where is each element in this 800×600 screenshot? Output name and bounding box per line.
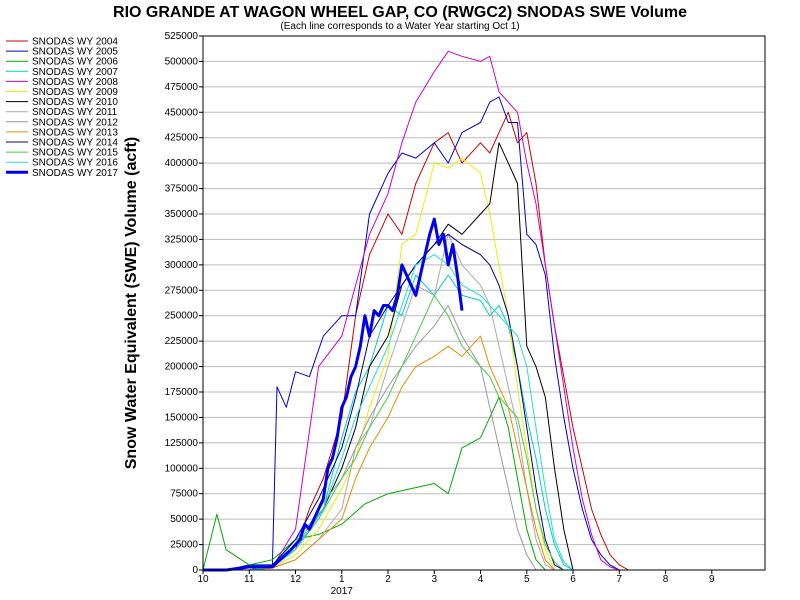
y-tick-label: 425000 bbox=[165, 133, 199, 144]
y-tick-label: 25000 bbox=[170, 540, 198, 551]
y-tick-label: 200000 bbox=[165, 362, 199, 373]
y-tick-label: 50000 bbox=[170, 514, 198, 525]
y-tick-label: 450000 bbox=[165, 107, 199, 118]
x-tick-label: 4 bbox=[478, 574, 484, 585]
x-tick-label: 5 bbox=[524, 574, 530, 585]
y-tick-label: 175000 bbox=[165, 387, 199, 398]
series-line-snodas-wy-2008 bbox=[203, 50, 620, 571]
series-line-snodas-wy-2013 bbox=[203, 335, 555, 571]
x-tick-label: 7 bbox=[617, 574, 623, 585]
series-line-snodas-wy-2016 bbox=[203, 254, 574, 571]
legend-label: SNODAS WY 2012 bbox=[32, 117, 118, 128]
y-tick-label: 0 bbox=[192, 565, 198, 576]
grid bbox=[203, 35, 765, 571]
series-line-snodas-wy-2007 bbox=[203, 274, 574, 571]
series-line-snodas-wy-2014 bbox=[203, 233, 565, 571]
series-line-snodas-wy-2005 bbox=[203, 96, 643, 571]
x-tick-label: 9 bbox=[709, 574, 715, 585]
x-tick-label: 12 bbox=[290, 574, 302, 585]
plot-border bbox=[202, 35, 766, 571]
y-tick-label: 275000 bbox=[165, 285, 199, 296]
y-tick-label: 75000 bbox=[170, 489, 198, 500]
x-tick-label: 2 bbox=[385, 574, 391, 585]
series-line-snodas-wy-2012 bbox=[203, 305, 537, 571]
y-tick-label: 300000 bbox=[165, 260, 199, 271]
y-axis-label: Snow Water Equivalent (SWE) Volume (acft… bbox=[123, 137, 140, 469]
y-tick-label: 225000 bbox=[165, 336, 199, 347]
x-axis-ticks: 10 11 12 1 2 3 4 5 6 7 8 9 bbox=[197, 570, 715, 585]
legend-label: SNODAS WY 2011 bbox=[32, 107, 118, 118]
x-year-label: 2017 bbox=[331, 586, 354, 597]
legend-label: SNODAS WY 2013 bbox=[32, 127, 118, 138]
series-line-snodas-wy-2015 bbox=[203, 294, 573, 571]
legend-label: SNODAS WY 2006 bbox=[32, 57, 118, 68]
y-tick-label: 400000 bbox=[165, 158, 199, 169]
y-tick-label: 150000 bbox=[165, 412, 199, 423]
legend-label: SNODAS WY 2005 bbox=[32, 47, 118, 58]
y-tick-label: 475000 bbox=[165, 82, 199, 93]
chart-title: RIO GRANDE AT WAGON WHEEL GAP, CO (RWGC2… bbox=[113, 4, 687, 21]
chart-subtitle: (Each line corresponds to a Water Year s… bbox=[280, 21, 519, 32]
series-layer bbox=[202, 50, 643, 572]
y-tick-label: 375000 bbox=[165, 184, 199, 195]
y-tick-label: 350000 bbox=[165, 209, 199, 220]
legend-label: SNODAS WY 2008 bbox=[32, 77, 118, 88]
legend-label: SNODAS WY 2009 bbox=[32, 87, 118, 98]
y-tick-label: 125000 bbox=[165, 438, 199, 449]
y-tick-label: 525000 bbox=[165, 31, 199, 42]
x-tick-label: 8 bbox=[663, 574, 669, 585]
legend-label: SNODAS WY 2007 bbox=[32, 67, 118, 78]
x-tick-label: 6 bbox=[570, 574, 576, 585]
x-tick-label: 1 bbox=[339, 574, 345, 585]
series-line-snodas-wy-2006 bbox=[202, 396, 546, 571]
x-tick-label: 3 bbox=[431, 574, 437, 585]
legend-label: SNODAS WY 2016 bbox=[32, 158, 118, 169]
y-axis-ticks: 0 25000 50000 75000 100000 125000 150000 175000… bbox=[165, 31, 203, 576]
legend-label: SNODAS WY 2017 bbox=[32, 168, 118, 179]
legend-label: SNODAS WY 2015 bbox=[32, 148, 118, 159]
y-tick-label: 250000 bbox=[165, 311, 199, 322]
series-line-snodas-wy-2009 bbox=[203, 157, 555, 571]
y-tick-label: 100000 bbox=[165, 463, 199, 474]
legend-label: SNODAS WY 2010 bbox=[32, 97, 118, 108]
y-tick-label: 500000 bbox=[165, 56, 199, 67]
x-tick-label: 10 bbox=[197, 574, 209, 585]
x-tick-label: 11 bbox=[244, 574, 255, 585]
y-tick-label: 325000 bbox=[165, 234, 199, 245]
series-line-snodas-wy-2017 bbox=[203, 217, 464, 572]
legend-label: SNODAS WY 2014 bbox=[32, 138, 118, 149]
legend-label: SNODAS WY 2004 bbox=[32, 37, 118, 48]
